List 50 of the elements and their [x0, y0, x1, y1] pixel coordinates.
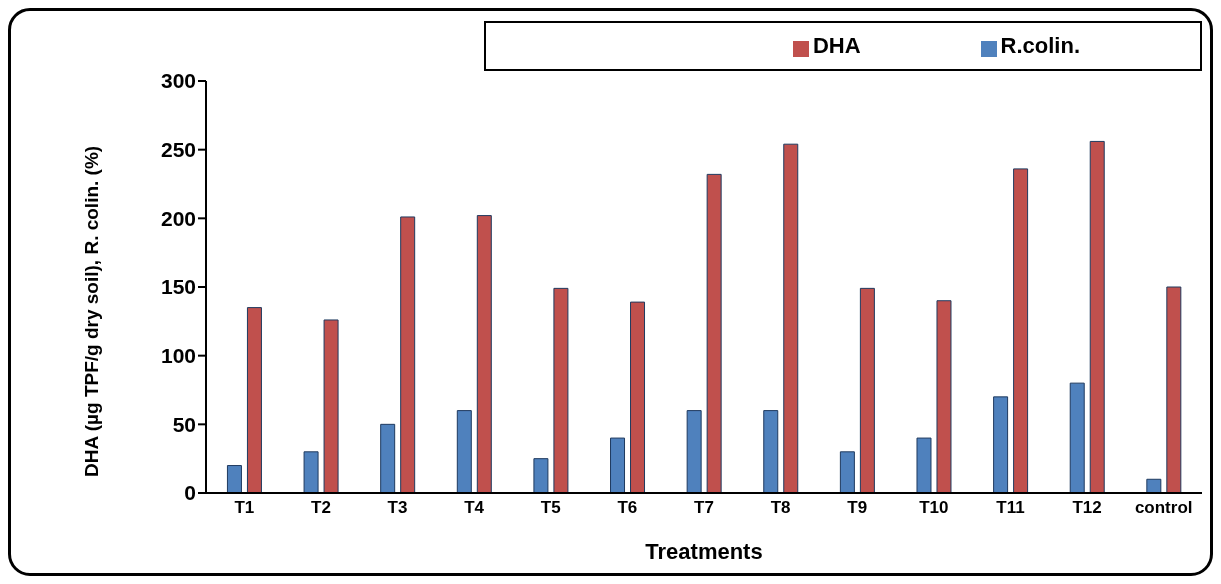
- bar: [630, 301, 646, 493]
- bar: [1069, 382, 1085, 493]
- bar: [839, 451, 855, 493]
- bar: [686, 410, 702, 493]
- bar: [1146, 478, 1162, 493]
- y-tick-label: 200: [160, 206, 196, 230]
- x-tick-label: T10: [919, 498, 949, 518]
- bar: [476, 215, 492, 493]
- y-axis-title: DHA (µg TPF/g dry soil), R. colin. (%): [80, 145, 102, 477]
- bar: [1013, 168, 1029, 493]
- bar: [456, 410, 472, 493]
- x-tick-label: T7: [694, 498, 714, 518]
- x-tick-label: T5: [540, 498, 561, 518]
- y-tick-label: 250: [160, 138, 196, 162]
- bar: [553, 287, 569, 493]
- x-tick-label: T12: [1072, 498, 1102, 518]
- bar: [916, 437, 932, 493]
- x-tick-label: T11: [996, 498, 1025, 518]
- y-tick-label: 50: [172, 412, 196, 436]
- x-tick-label: T4: [464, 498, 485, 518]
- bar: [226, 465, 242, 493]
- y-tick-label: 0: [184, 481, 196, 505]
- bar: [1166, 286, 1182, 493]
- bar: [323, 319, 339, 493]
- bar: [380, 423, 396, 493]
- bar: [533, 458, 549, 493]
- bar: [400, 216, 416, 493]
- bar: [783, 143, 799, 493]
- bar: [936, 300, 952, 493]
- legend-label: R.colin.: [1000, 33, 1080, 58]
- x-tick-label: T9: [847, 498, 868, 518]
- bar: [303, 451, 319, 493]
- bar: [246, 307, 262, 493]
- y-tick-label: 300: [160, 69, 196, 93]
- x-tick-label: T3: [387, 498, 408, 518]
- legend-label: DHA: [812, 33, 861, 58]
- bar: [763, 410, 779, 493]
- bar: [993, 396, 1009, 493]
- bar: [610, 437, 626, 493]
- x-tick-label: T6: [617, 498, 638, 518]
- y-tick-label: 100: [160, 344, 196, 368]
- x-tick-label: T2: [311, 498, 331, 518]
- x-axis-title: Treatments: [645, 539, 763, 564]
- x-tick-label: control: [1134, 498, 1193, 518]
- x-tick-label: T8: [770, 498, 791, 518]
- x-tick-label: T1: [234, 498, 255, 518]
- y-tick-label: 150: [160, 275, 196, 299]
- bar: [859, 287, 875, 493]
- bar: [706, 173, 722, 493]
- bar: [1089, 140, 1105, 493]
